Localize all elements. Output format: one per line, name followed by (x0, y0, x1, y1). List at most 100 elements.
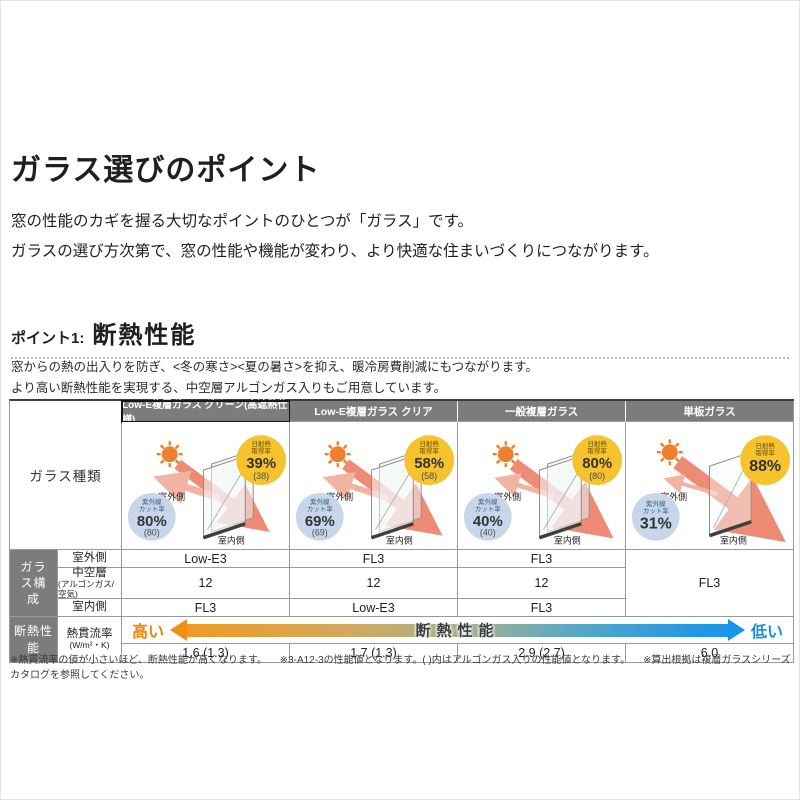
indoor-side-label: 室内側 (554, 534, 581, 545)
column-header-single: 単板ガラス (626, 401, 794, 422)
column-header-general-pair: 一般複層ガラス (458, 401, 626, 422)
svg-text:(40): (40) (480, 527, 496, 537)
footnote-3: ※算出根拠は複層ガラスシリーズカタログを参照してください。 (10, 655, 791, 681)
svg-text:取得率: 取得率 (587, 446, 607, 455)
diagram-single-pane: 室外側 室内側 日射熱 取得率 88% 紫外線 カット率 31% (626, 422, 794, 550)
row-label-indoor: 室内側 (58, 599, 122, 617)
svg-text:40%: 40% (473, 513, 503, 529)
outdoor-value-col3: FL3 (458, 550, 626, 568)
insulation-scale: 高い 低い 断熱性能 (122, 617, 794, 644)
svg-text:日射熱: 日射熱 (587, 439, 607, 448)
point-heading: ポイント1: 断熱性能 (11, 315, 789, 359)
svg-text:日射熱: 日射熱 (251, 439, 271, 448)
svg-text:(38): (38) (253, 471, 269, 481)
row-label-glass-type: ガラス種類 (10, 401, 122, 550)
row-label-outdoor: 室外側 (58, 550, 122, 568)
uv-cut-badge: 紫外線 カット率 40% (40) (463, 492, 512, 541)
svg-text:紫外線: 紫外線 (142, 496, 162, 505)
indoor-value-col3: FL3 (458, 599, 626, 617)
footnote-2: ※3-A12-3の性能値となります。( )内はアルゴンガス入りの性能値となります… (279, 655, 631, 666)
point-title: 断熱性能 (92, 322, 197, 349)
u-value-col1: 1.6 (1.3) (122, 644, 290, 663)
solar-gain-badge: 日射熱 取得率 39% (38) (236, 434, 287, 485)
footnotes: ※熱貫流率の値が小さいほど、断熱性能が高くなります。 ※3-A12-3の性能値と… (10, 653, 794, 683)
svg-text:カット率: カット率 (475, 504, 501, 512)
diagram-lowe-clear: 室外側 室内側 日射熱 取得率 58% (58) 紫外線 カット率 69% (6… (290, 422, 458, 550)
air-value-col1: 12 (122, 568, 290, 599)
svg-text:日射熱: 日射熱 (419, 439, 439, 448)
row-label-air-layer: 中空層 (アルゴンガス/空気) (58, 567, 122, 599)
u-value-col3: 2.9 (2.7) (458, 644, 626, 663)
outdoor-value-col1: Low-E3 (122, 550, 290, 568)
outdoor-side-label: 室外側 (158, 490, 185, 501)
svg-text:紫外線: 紫外線 (478, 496, 498, 505)
indoor-side-label: 室内側 (720, 534, 747, 545)
glass-comparison-table: ガラス種類 Low-E複層ガラス グリーン(高遮熱仕様) Low-E複層ガラス … (9, 399, 794, 663)
svg-text:(58): (58) (421, 471, 437, 481)
diagram-general-pair: 室外側 室内側 日射熱 取得率 80% (80) 紫外線 カット率 40% (4… (458, 422, 626, 550)
row-label-insulation: 断熱性能 (10, 617, 58, 663)
solar-gain-badge: 日射熱 取得率 80% (80) (572, 434, 623, 485)
solar-gain-badge: 日射熱 取得率 88% (740, 434, 791, 485)
svg-text:39%: 39% (246, 456, 276, 472)
svg-text:69%: 69% (305, 513, 335, 529)
svg-text:紫外線: 紫外線 (310, 496, 330, 505)
u-value-col2: 1.7 (1.3) (290, 644, 458, 663)
point-desc-line-2: より高い断熱性能を実現する、中空層アルゴンガス入りもご用意しています。 (11, 381, 447, 396)
outdoor-value-col2: FL3 (290, 550, 458, 568)
air-value-col3: 12 (458, 568, 626, 599)
svg-text:取得率: 取得率 (419, 446, 439, 455)
single-glass-value: FL3 (626, 550, 794, 617)
solar-gain-badge: 日射熱 取得率 58% (58) (404, 434, 455, 485)
svg-text:カット率: カット率 (139, 504, 165, 512)
svg-text:取得率: 取得率 (755, 448, 775, 457)
row-label-u-value: 熱貫流率 (W/m²・K) (58, 617, 122, 663)
point-description: 窓からの熱の出入りを防ぎ、<冬の寒さ><夏の暑さ>を抑え、暖冷房費削減にもつなが… (11, 357, 538, 400)
svg-text:80%: 80% (137, 513, 167, 529)
footnote-1: ※熱貫流率の値が小さいほど、断熱性能が高くなります。 (10, 655, 267, 666)
scale-low-label: 低い (750, 624, 783, 641)
svg-text:80%: 80% (582, 456, 612, 472)
indoor-value-col1: FL3 (122, 599, 290, 617)
intro-line-2: ガラスの選び方次第で、窓の性能や機能が変わり、より快適な住まいづくりにつながりま… (11, 243, 659, 261)
single-pane-glass (708, 451, 752, 537)
indoor-side-label: 室内側 (218, 534, 245, 545)
svg-text:カット率: カット率 (643, 506, 669, 514)
svg-text:紫外線: 紫外線 (646, 498, 666, 507)
svg-text:取得率: 取得率 (251, 446, 271, 455)
page-title: ガラス選びのポイント (11, 154, 321, 187)
diagram-lowe-green: 室外側 室内側 日射熱 取得率 39% (38) 紫外線 カット率 80% (8… (122, 422, 290, 550)
outdoor-side-label: 室外側 (494, 490, 521, 501)
air-value-col2: 12 (290, 568, 458, 599)
solar-heat-arrow (673, 455, 786, 542)
svg-text:31%: 31% (640, 515, 672, 532)
intro-line-1: 窓の性能のカギを握る大切なポイントのひとつが「ガラス」です。 (11, 213, 474, 230)
uv-cut-badge: 紫外線 カット率 69% (69) (295, 492, 344, 541)
sun-icon (324, 440, 351, 467)
svg-text:88%: 88% (749, 458, 781, 475)
scale-center-label: 断熱性能 (415, 622, 500, 640)
uv-cut-badge: 紫外線 カット率 80% (80) (127, 492, 176, 541)
outdoor-side-label: 室外側 (660, 490, 687, 501)
point-number-label: ポイント1: (11, 330, 85, 347)
point-desc-line-1: 窓からの熱の出入りを防ぎ、<冬の寒さ><夏の暑さ>を抑え、暖冷房費削減にもつなが… (11, 360, 538, 374)
svg-text:カット率: カット率 (307, 504, 333, 512)
scale-high-label: 高い (132, 624, 165, 641)
sun-icon (156, 440, 183, 467)
uv-cut-badge: 紫外線 カット率 31% (631, 492, 680, 541)
u-value-col4: 6.0 (626, 644, 794, 663)
indoor-side-label: 室内側 (386, 534, 413, 545)
column-header-lowe-green: Low-E複層ガラス グリーン(高遮熱仕様) (121, 400, 291, 426)
indoor-value-col2: Low-E3 (290, 599, 458, 617)
row-label-construction: ガラス構成 (10, 550, 58, 617)
sun-icon (656, 438, 683, 465)
insulation-gradient-arrow (170, 618, 745, 641)
intro-text: 窓の性能のカギを握る大切なポイントのひとつが「ガラス」です。 ガラスの選び方次第… (11, 207, 659, 267)
svg-text:(80): (80) (144, 527, 160, 537)
svg-text:(69): (69) (312, 527, 328, 537)
outdoor-side-label: 室外側 (326, 490, 353, 501)
sun-icon (492, 440, 519, 467)
svg-text:58%: 58% (414, 456, 444, 472)
column-header-lowe-clear: Low-E複層ガラス クリア (290, 401, 458, 422)
